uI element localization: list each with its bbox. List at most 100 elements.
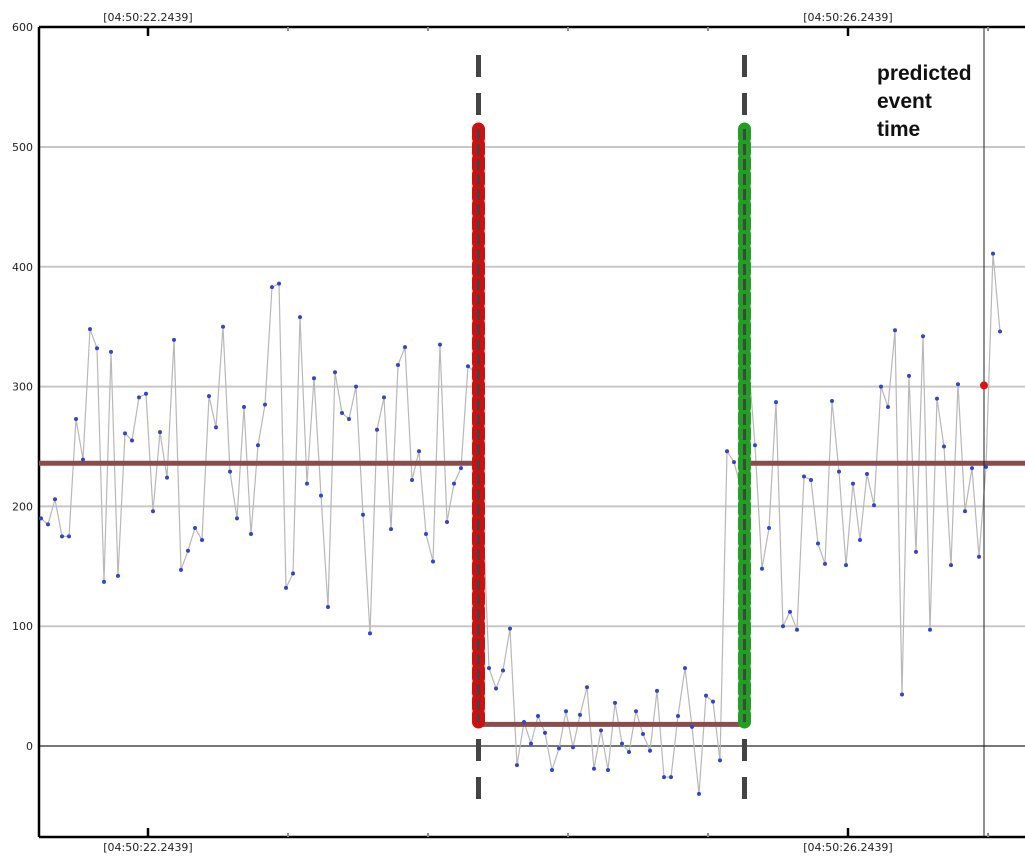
data-point xyxy=(60,534,64,539)
data-point xyxy=(585,685,589,690)
data-point xyxy=(949,563,953,568)
data-point xyxy=(340,410,344,415)
data-point xyxy=(347,416,351,421)
data-point xyxy=(683,666,687,671)
data-point xyxy=(459,466,463,471)
data-point xyxy=(690,724,694,729)
y-tick-label-400: 400 xyxy=(12,261,33,274)
mean-level-lines xyxy=(39,460,1025,727)
data-point xyxy=(39,516,43,521)
data-point xyxy=(795,627,799,632)
data-point xyxy=(319,493,323,498)
time-label-top-0: [04:50:22.2439] xyxy=(103,11,192,24)
data-point xyxy=(354,384,358,389)
data-point xyxy=(564,709,568,714)
data-point xyxy=(886,404,890,409)
data-point xyxy=(53,497,57,502)
data-point xyxy=(221,324,225,329)
data-point xyxy=(116,573,120,578)
data-point xyxy=(214,425,218,430)
y-tick-label-0: 0 xyxy=(26,740,33,753)
data-point xyxy=(592,766,596,771)
data-point xyxy=(830,398,834,403)
data-point xyxy=(235,516,239,521)
data-point xyxy=(312,376,316,381)
data-point xyxy=(494,686,498,691)
data-point xyxy=(725,449,729,454)
data-point xyxy=(438,342,442,347)
data-point xyxy=(879,384,883,389)
data-point xyxy=(641,732,645,737)
data-point xyxy=(921,334,925,339)
data-point xyxy=(851,481,855,486)
data-point xyxy=(697,791,701,796)
time-labels: [04:50:22.2439] [04:50:22.2439] [04:50:26.… xyxy=(103,11,892,854)
data-point xyxy=(648,748,652,753)
data-point xyxy=(823,561,827,566)
data-point xyxy=(536,714,540,719)
data-point xyxy=(676,714,680,719)
data-point xyxy=(711,699,715,704)
data-point xyxy=(529,741,533,746)
data-point xyxy=(557,746,561,751)
data-point xyxy=(396,363,400,368)
data-point xyxy=(277,281,281,286)
data-point xyxy=(788,609,792,614)
axes xyxy=(37,25,1025,839)
data-point xyxy=(375,427,379,432)
data-point xyxy=(599,728,603,733)
data-point xyxy=(809,478,813,483)
data-point xyxy=(67,534,71,539)
data-point xyxy=(228,469,232,474)
data-point xyxy=(900,692,904,697)
data-point xyxy=(935,396,939,401)
event-annotation-line: predicted xyxy=(877,62,972,85)
data-point xyxy=(46,522,50,527)
event-annotation: predicted event time xyxy=(877,62,972,141)
predicted-event: predicted event time xyxy=(877,27,988,837)
data-point xyxy=(515,763,519,768)
data-point xyxy=(704,693,708,698)
data-point xyxy=(291,571,295,576)
data-point xyxy=(627,749,631,754)
data-point xyxy=(326,605,330,610)
data-point xyxy=(844,563,848,568)
data-point xyxy=(88,327,92,332)
y-tick-label-200: 200 xyxy=(12,500,33,513)
data-point xyxy=(410,478,414,483)
data-point xyxy=(242,404,246,409)
data-point xyxy=(620,741,624,746)
change-boundaries xyxy=(472,55,751,800)
data-point xyxy=(753,443,757,448)
data-point xyxy=(81,457,85,462)
data-point xyxy=(445,519,449,524)
data-point xyxy=(263,402,267,407)
time-label-top-1: [04:50:26.2439] xyxy=(803,11,892,24)
data-point xyxy=(186,548,190,553)
y-tick-label-300: 300 xyxy=(12,381,33,394)
data-point xyxy=(95,346,99,351)
data-point xyxy=(179,567,183,572)
data-point xyxy=(389,527,393,532)
data-point xyxy=(907,373,911,378)
data-point xyxy=(109,349,113,354)
data-point xyxy=(508,626,512,631)
event-point xyxy=(980,381,988,390)
time-label-bottom-0: [04:50:22.2439] xyxy=(103,841,192,854)
data-point xyxy=(151,509,155,514)
data-point xyxy=(662,775,666,780)
data-point xyxy=(207,394,211,399)
data-point xyxy=(816,541,820,546)
data-point xyxy=(942,444,946,449)
data-point xyxy=(382,395,386,400)
data-point xyxy=(298,315,302,320)
y-tick-labels: 0 100 200 300 400 500 600 xyxy=(12,21,33,753)
data-point xyxy=(417,449,421,454)
data-point xyxy=(249,531,253,536)
data-point xyxy=(732,460,736,465)
data-point xyxy=(872,503,876,508)
data-point xyxy=(970,466,974,471)
y-tick-label-500: 500 xyxy=(12,141,33,154)
data-point xyxy=(865,472,869,477)
